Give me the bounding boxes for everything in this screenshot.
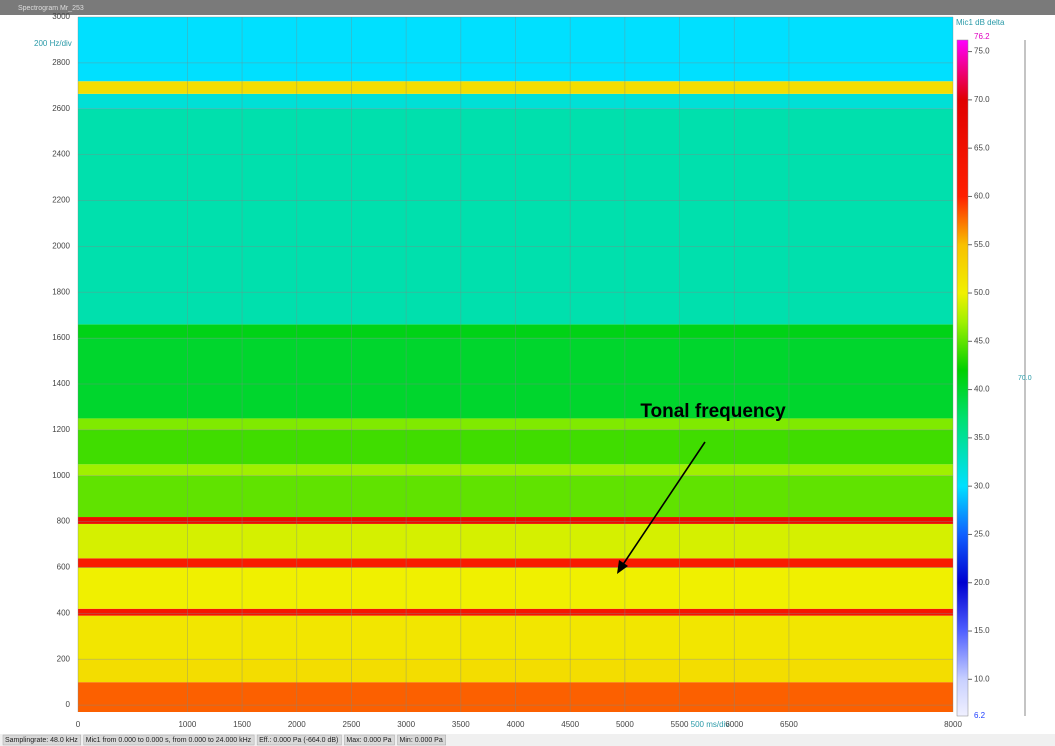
colorbar-min: 6.2: [974, 711, 986, 720]
window: Spectrogram Mr_253 Samplingrate: 48.0 kH…: [0, 0, 1055, 746]
colorbar-tick-label: 50.0: [974, 288, 990, 297]
y-tick-label: 800: [57, 517, 71, 526]
colorbar-tick-label: 30.0: [974, 481, 990, 490]
colorbar-tick-label: 55.0: [974, 240, 990, 249]
y-tick-label: 600: [57, 563, 71, 572]
colorbar-tick-label: 65.0: [974, 143, 990, 152]
status-item: Mic1 from 0.000 to 0.000 s, from 0.000 t…: [86, 737, 252, 744]
x-tick-label: 4500: [561, 720, 579, 729]
y-unit: 200 Hz/div: [34, 39, 72, 48]
plot: [78, 17, 953, 712]
y-tick-label: 1400: [52, 379, 70, 388]
x-tick-label: 3500: [452, 720, 470, 729]
y-tick-label: 2800: [52, 58, 70, 67]
x-tick-label: 8000: [944, 720, 962, 729]
y-tick-label: 2400: [52, 150, 70, 159]
y-tick-label: 400: [57, 608, 71, 617]
status-item: Eff.: 0.000 Pa (-664.0 dB): [259, 737, 338, 744]
y-tick-label: 2600: [52, 104, 70, 113]
x-unit: 500 ms/div: [691, 720, 730, 729]
colorbar-tick-label: 25.0: [974, 530, 990, 539]
status-item: Max: 0.000 Pa: [346, 737, 391, 744]
x-tick-label: 1000: [178, 720, 196, 729]
title-bar: [0, 0, 1055, 15]
y-tick-label: 2200: [52, 196, 70, 205]
colorbar-tick-label: 10.0: [974, 674, 990, 683]
x-tick-label: 3000: [397, 720, 415, 729]
x-tick-label: 5000: [616, 720, 634, 729]
y-tick-label: 200: [57, 654, 71, 663]
colorbar-max: 76.2: [974, 32, 990, 41]
y-tick-label: 1800: [52, 287, 70, 296]
colorbar-tick-label: 40.0: [974, 385, 990, 394]
status-item: Min: 0.000 Pa: [400, 737, 443, 744]
colorbar-tick-label: 20.0: [974, 578, 990, 587]
colorbar-title: Mic1 dB delta: [956, 18, 1005, 27]
x-tick-label: 2500: [343, 720, 361, 729]
x-tick-label: 4000: [507, 720, 525, 729]
annotation: Tonal frequency: [640, 401, 786, 422]
status-item: Samplingrate: 48.0 kHz: [5, 737, 78, 744]
colorbar-tick-label: 15.0: [974, 626, 990, 635]
x-tick-label: 0: [76, 720, 81, 729]
cursor-label: 70.0: [1018, 375, 1032, 382]
colorbar-tick-label: 75.0: [974, 47, 990, 56]
x-tick-label: 6500: [780, 720, 798, 729]
y-tick-label: 1000: [52, 471, 70, 480]
colorbar-tick-label: 45.0: [974, 336, 990, 345]
colorbar-tick-label: 35.0: [974, 433, 990, 442]
colorbar-tick-label: 60.0: [974, 192, 990, 201]
y-tick-label: 1200: [52, 425, 70, 434]
x-tick-label: 2000: [288, 720, 306, 729]
x-tick-label: 5500: [671, 720, 689, 729]
window-title: Spectrogram Mr_253: [18, 5, 84, 12]
y-tick-label: 0: [66, 700, 71, 709]
x-tick-label: 1500: [233, 720, 251, 729]
colorbar-tick-label: 70.0: [974, 95, 990, 104]
y-tick-label: 2000: [52, 241, 70, 250]
status-items: Samplingrate: 48.0 kHz Mic1 from 0.000 to…: [3, 735, 446, 745]
y-tick-label: 1600: [52, 333, 70, 342]
y-tick-label: 3000: [52, 12, 70, 21]
colorbar: [957, 40, 968, 716]
x-tick-label: 6000: [725, 720, 743, 729]
